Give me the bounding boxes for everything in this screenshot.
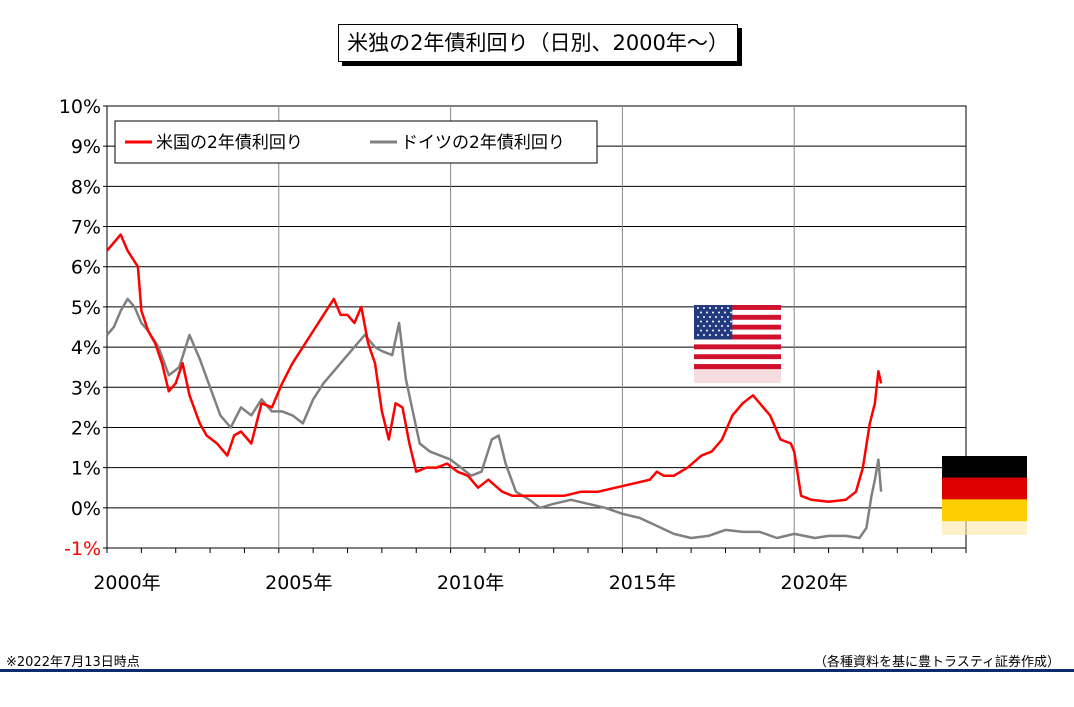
y-tick-label: 5% <box>71 297 101 319</box>
us-flag-reflection <box>694 369 781 383</box>
plot-area <box>106 105 967 549</box>
us-flag-star <box>709 316 711 318</box>
footnote-date: ※2022年7月13日時点 <box>6 655 140 670</box>
x-tick-label: 2015年 <box>609 572 676 594</box>
us-flag-stripe <box>694 359 781 365</box>
y-tick-label: 3% <box>71 377 101 399</box>
us-flag-stripe <box>694 319 781 325</box>
us-flag-stripe <box>694 305 781 311</box>
de-yield-line <box>106 297 883 540</box>
us-flag-star <box>727 307 729 309</box>
us-flag-stripe <box>694 324 781 330</box>
germany-flag-icon <box>942 456 1027 535</box>
y-tick-label: 9% <box>71 136 101 158</box>
germany-flag-reflection <box>942 521 1027 535</box>
us-flag-stripe <box>694 354 781 360</box>
x-tick-label: 2020年 <box>781 572 848 594</box>
us-flag-star <box>700 329 702 332</box>
us-flag-star <box>730 311 732 314</box>
us-flag-star <box>718 329 720 332</box>
us-flag-star <box>697 316 699 318</box>
us-flag-star <box>712 320 714 323</box>
us-flag-star <box>730 320 732 323</box>
legend-label-us: 米国の2年債利回り <box>156 133 303 153</box>
y-tick-label: 10% <box>59 96 101 118</box>
us-flag-star <box>697 334 699 336</box>
us-flag-star <box>718 320 720 323</box>
us-flag-star <box>727 316 729 318</box>
axes: -1% 0% 1% 2% 3% 4% 5% 6% 7% 8% 9% 10% 2000年 2005年 2010… <box>59 96 967 594</box>
us-flag-star <box>730 329 732 332</box>
us-flag-star <box>712 311 714 314</box>
y-tick-label: 0% <box>71 498 101 520</box>
us-flag-star <box>703 316 705 318</box>
us-flag-stripe <box>694 339 781 345</box>
us-flag-star <box>724 311 726 314</box>
us-flag-star <box>724 329 726 332</box>
us-flag-stripe <box>694 329 781 335</box>
us-flag-star <box>706 329 708 332</box>
us-flag-star <box>712 329 714 332</box>
us-flag-star <box>721 325 723 327</box>
footer-rule <box>0 669 1074 672</box>
us-flag-stripe <box>694 349 781 355</box>
us-flag-star <box>706 320 708 323</box>
us-flag-star <box>715 325 717 327</box>
us-flag-star <box>718 311 720 314</box>
us-flag-star <box>721 316 723 318</box>
us-flag-star <box>703 334 705 336</box>
y-tick-label: -1% <box>64 538 101 560</box>
grid <box>106 105 967 549</box>
us-flag-star <box>715 316 717 318</box>
y-tick-label: 1% <box>71 458 101 480</box>
footnote-source: （各種資料を基に豊トラスティ証券作成） <box>814 655 1060 670</box>
germany-flag-band <box>942 477 1027 500</box>
germany-flag-band <box>942 456 1027 478</box>
us-flag-star <box>727 334 729 336</box>
us-flag-stripe <box>694 314 781 321</box>
us-flag-star <box>703 307 705 309</box>
us-flag-stripe <box>694 364 781 370</box>
us-flag-star <box>703 325 705 327</box>
us-flag-star <box>709 334 711 336</box>
series-lines <box>106 233 883 540</box>
x-tick-label: 2010年 <box>437 572 504 594</box>
us-flag-star <box>700 311 702 314</box>
us-yield-line <box>106 233 883 504</box>
us-flag-star <box>727 325 729 327</box>
us-flag-star <box>706 311 708 314</box>
y-tick-label: 7% <box>71 217 101 239</box>
germany-flag-band <box>942 499 1027 522</box>
us-flag-icon <box>694 305 781 383</box>
y-tick-label: 8% <box>71 176 101 198</box>
us-flag-star <box>709 307 711 309</box>
us-flag-star <box>721 307 723 309</box>
us-flag-star <box>697 325 699 327</box>
us-flag-star <box>724 320 726 323</box>
us-flag-stripe <box>694 344 781 350</box>
x-tick-label: 2005年 <box>265 572 332 594</box>
us-flag-star <box>709 325 711 327</box>
legend: 米国の2年債利回り ドイツの2年債利回り <box>114 120 598 164</box>
us-flag-stripe <box>694 334 781 340</box>
us-flag-star <box>715 334 717 336</box>
us-flag-star <box>715 307 717 309</box>
chart-title: 米独の2年債利回り（日別、2000年～） <box>338 24 738 62</box>
us-flag-star <box>697 307 699 309</box>
y-tick-label: 4% <box>71 337 101 359</box>
y-tick-label: 6% <box>71 257 101 279</box>
x-tick-label: 2000年 <box>93 572 160 594</box>
legend-label-de: ドイツの2年債利回り <box>401 133 565 153</box>
us-flag-stripe <box>694 309 781 316</box>
us-flag-star <box>700 320 702 323</box>
us-flag-star <box>721 334 723 336</box>
y-tick-label: 2% <box>71 417 101 439</box>
